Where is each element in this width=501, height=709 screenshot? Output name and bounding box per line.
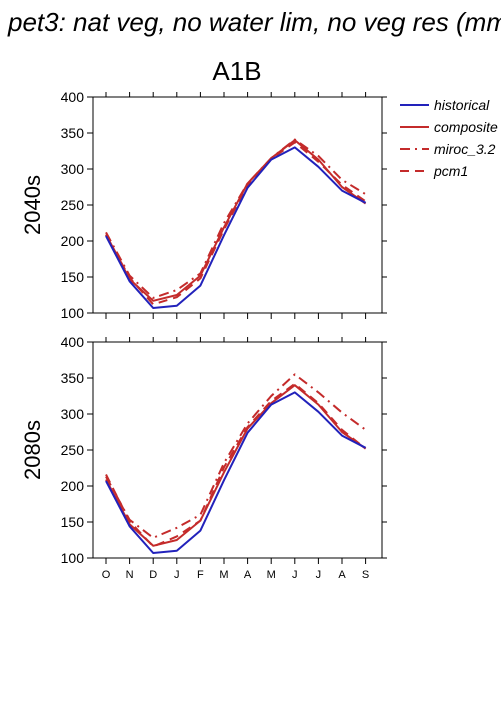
- x-tick-label: A: [244, 569, 252, 581]
- series-line-pcm1: [105, 382, 367, 548]
- y-tick-label: 100: [61, 305, 85, 321]
- y-tick-label: 200: [61, 233, 85, 249]
- plot-frame: [92, 341, 383, 559]
- scenario-title: A1B: [212, 56, 261, 86]
- y-tick-label: 300: [61, 161, 85, 177]
- series-line-composite: [105, 384, 367, 547]
- y-tick-label: 300: [61, 406, 85, 422]
- series-line-pcm1: [105, 141, 367, 306]
- y-tick-label: 350: [61, 125, 85, 141]
- legend-label-composite: composite: [434, 119, 498, 135]
- series-line-miroc_3.2: [105, 138, 367, 299]
- x-tick-label: F: [197, 569, 204, 581]
- series-line-historical: [105, 146, 367, 309]
- y-tick-label: 400: [61, 334, 85, 350]
- x-tick-label: J: [174, 569, 180, 581]
- y-tick-label: 200: [61, 478, 85, 494]
- row-label-2040s: 2040s: [20, 175, 45, 235]
- y-tick-label: 400: [61, 89, 85, 105]
- x-tick-label: O: [102, 569, 111, 581]
- legend-label-miroc_3.2: miroc_3.2: [434, 141, 496, 157]
- panel-2040s: 100 150 200 250 300 350 400 2040s: [20, 89, 387, 321]
- x-tick-label: M: [267, 569, 276, 581]
- x-tick-label: N: [126, 569, 134, 581]
- series-line-historical: [105, 391, 367, 554]
- row-label-2080s: 2080s: [20, 420, 45, 480]
- legend-label-historical: historical: [434, 97, 490, 113]
- chart-title: pet3: nat veg, no water lim, no veg res …: [7, 7, 501, 37]
- y-tick-label: 150: [61, 514, 85, 530]
- y-tick-label: 250: [61, 197, 85, 213]
- legend: historical composite miroc_3.2 pcm1: [400, 97, 498, 179]
- plot-frame: [92, 96, 383, 314]
- series-line-miroc_3.2: [105, 373, 367, 539]
- x-tick-label: J: [292, 569, 298, 581]
- y-tick-label: 250: [61, 442, 85, 458]
- x-tick-label: M: [219, 569, 228, 581]
- panel-2080s: 100 150 200 250 300 350 400 O N D J F M A M J J A S 2080s: [20, 334, 387, 581]
- chart-panels: 100 150 200 250 300 350 400 2040s 100 150 200 250 30…: [20, 89, 387, 581]
- x-tick-label: D: [149, 569, 157, 581]
- x-tick-label: A: [338, 569, 346, 581]
- y-tick-label: 150: [61, 269, 85, 285]
- series-line-composite: [105, 139, 367, 302]
- y-tick-label: 100: [61, 550, 85, 566]
- x-tick-label: J: [316, 569, 322, 581]
- y-tick-label: 350: [61, 370, 85, 386]
- legend-label-pcm1: pcm1: [433, 163, 468, 179]
- x-tick-label: S: [362, 569, 369, 581]
